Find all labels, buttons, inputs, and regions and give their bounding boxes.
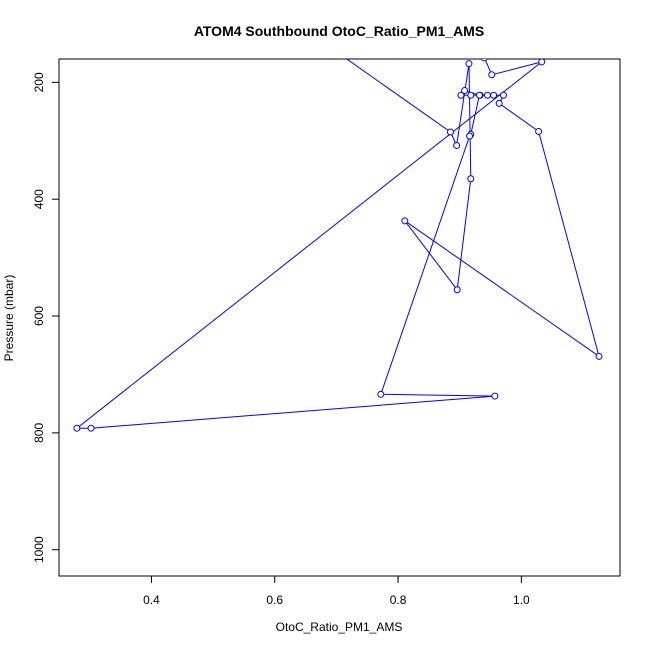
y-tick-label: 800 bbox=[32, 423, 46, 443]
x-tick-label: 0.8 bbox=[390, 593, 407, 607]
data-point bbox=[467, 91, 475, 99]
data-point bbox=[595, 352, 603, 360]
x-axis: 0.4 0.6 0.8 1.0 bbox=[143, 575, 530, 607]
plot-frame bbox=[58, 58, 621, 577]
y-tick-label: 200 bbox=[32, 72, 46, 92]
data-point bbox=[488, 71, 496, 79]
data-point bbox=[446, 128, 454, 136]
x-tick-label: 0.6 bbox=[266, 593, 283, 607]
data-point bbox=[467, 175, 475, 183]
data-point bbox=[87, 424, 95, 432]
y-axis-label: Pressure (mbar) bbox=[2, 275, 16, 362]
y-axis: 200 400 600 800 1000 bbox=[32, 72, 60, 563]
data-point bbox=[396, 59, 400, 60]
data-point bbox=[499, 91, 507, 99]
data-point bbox=[475, 91, 483, 99]
data-point bbox=[481, 59, 488, 62]
data-point bbox=[457, 91, 465, 99]
data-point bbox=[495, 99, 503, 107]
data-point bbox=[73, 424, 81, 432]
data-point bbox=[491, 392, 499, 400]
data-point bbox=[453, 141, 461, 149]
y-tick-label: 400 bbox=[32, 189, 46, 209]
data-point bbox=[461, 87, 469, 95]
series-layer bbox=[73, 59, 603, 432]
chart-title: ATOM4 Southbound OtoC_Ratio_PM1_AMS bbox=[194, 23, 484, 39]
x-tick-label: 0.4 bbox=[143, 593, 160, 607]
data-point bbox=[466, 132, 474, 140]
data-point bbox=[490, 91, 498, 99]
x-tick-label: 1.0 bbox=[513, 593, 530, 607]
data-point bbox=[538, 59, 546, 66]
data-point bbox=[377, 390, 385, 398]
data-point bbox=[483, 91, 491, 99]
data-point bbox=[453, 286, 461, 294]
y-tick-label: 600 bbox=[32, 306, 46, 326]
data-point bbox=[401, 217, 409, 225]
data-point bbox=[465, 60, 473, 68]
series-line bbox=[75, 59, 600, 429]
data-point bbox=[340, 59, 345, 60]
data-point bbox=[535, 127, 543, 135]
x-axis-label: OtoC_Ratio_PM1_AMS bbox=[276, 620, 403, 634]
y-tick-label: 1000 bbox=[32, 536, 46, 563]
